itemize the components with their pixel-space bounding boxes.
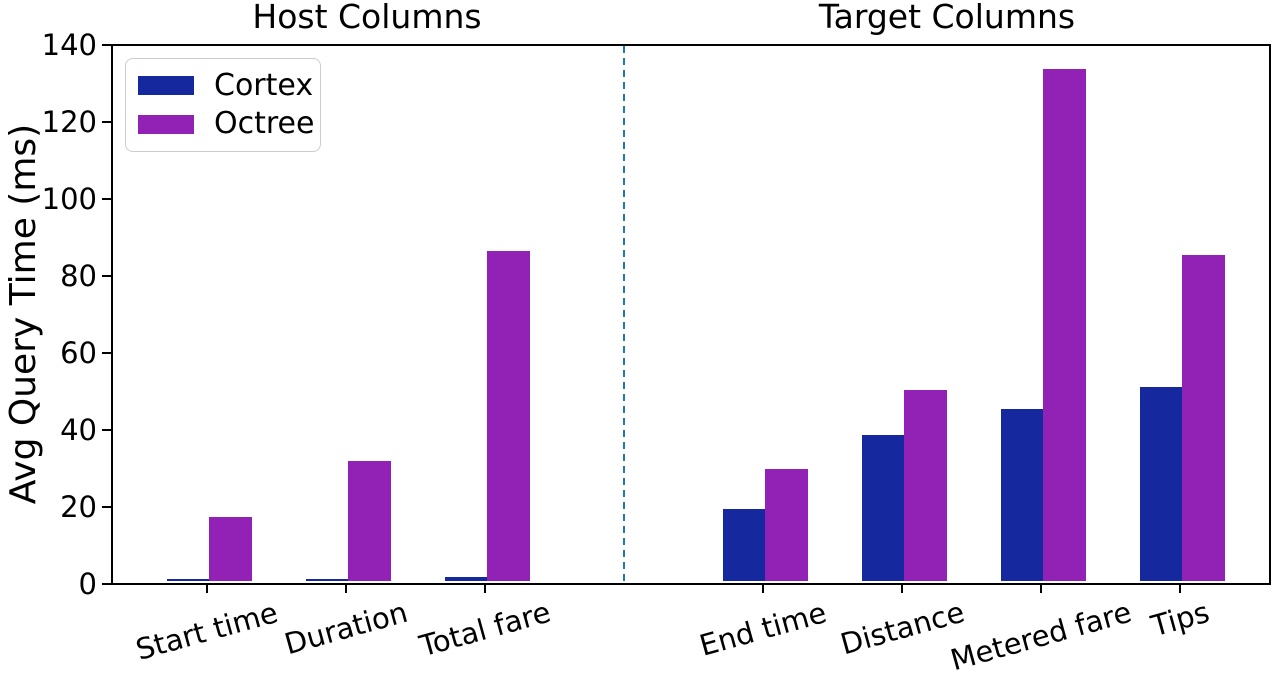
bar-cortex-distance <box>861 435 904 581</box>
y-tick <box>102 583 111 585</box>
bars-layer <box>115 48 1267 581</box>
bar-octree-tips <box>1182 255 1225 581</box>
x-tick-label-start-time: Start time <box>132 595 282 667</box>
bar-octree-end-time <box>765 468 808 581</box>
x-tick-label-duration: Duration <box>280 594 412 662</box>
x-tick-label-tips: Tips <box>1147 594 1213 644</box>
legend-entry-octree: Octree <box>138 108 314 140</box>
bar-cortex-start-time <box>166 579 209 581</box>
x-tick <box>762 585 764 593</box>
plot-area <box>111 44 1271 585</box>
x-tick <box>1040 585 1042 593</box>
x-tick <box>484 585 486 593</box>
legend-label-cortex: Cortex <box>214 67 314 103</box>
bar-octree-start-time <box>209 517 252 581</box>
y-tick <box>102 44 111 46</box>
legend-label-octree: Octree <box>214 106 315 142</box>
x-tick <box>206 585 208 593</box>
y-tick <box>102 429 111 431</box>
x-tick-label-metered-fare: Metered fare <box>946 595 1136 678</box>
y-tick <box>102 506 111 508</box>
x-tick-label-end-time: End time <box>695 595 831 663</box>
y-tick <box>102 121 111 123</box>
x-tick-label-distance: Distance <box>836 595 968 662</box>
x-tick <box>1179 585 1181 593</box>
bar-octree-distance <box>904 390 947 581</box>
legend-entry-cortex: Cortex <box>138 69 313 102</box>
legend-swatch-octree <box>138 114 194 134</box>
bar-cortex-end-time <box>722 509 765 581</box>
bar-octree-total-fare <box>487 251 530 581</box>
bar-cortex-total-fare <box>444 576 487 581</box>
bar-cortex-duration <box>305 578 348 581</box>
bar-cortex-tips <box>1139 386 1182 581</box>
bar-cortex-metered-fare <box>1000 409 1043 581</box>
bar-octree-duration <box>348 460 391 581</box>
y-tick <box>102 352 111 354</box>
x-tick <box>345 585 347 593</box>
x-tick-label-total-fare: Total fare <box>415 594 555 664</box>
y-tick <box>102 198 111 200</box>
y-tick <box>102 275 111 277</box>
y-axis-label: Avg Query Time (ms) <box>3 123 44 505</box>
panel-title-target: Target Columns <box>818 0 1076 36</box>
x-tick <box>901 585 903 593</box>
bar-octree-metered-fare <box>1043 68 1086 581</box>
legend: Cortex Octree <box>125 58 321 152</box>
legend-swatch-cortex <box>138 76 194 96</box>
panel-title-host: Host Columns <box>252 0 482 36</box>
